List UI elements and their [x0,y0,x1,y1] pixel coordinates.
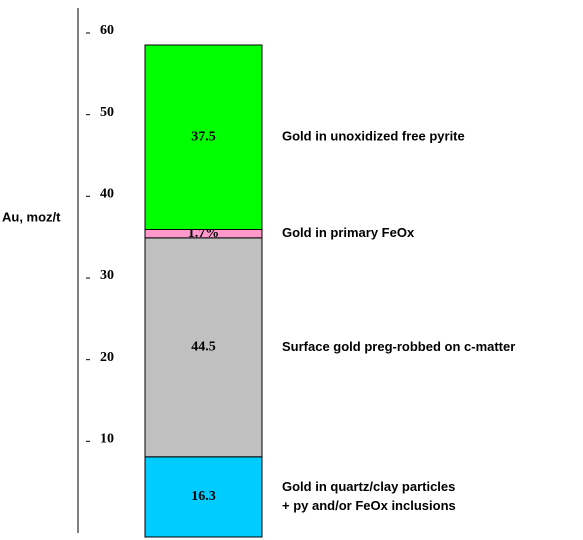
data-label: 16.3 [191,489,216,504]
legend-label: Gold in unoxidized free pyrite [282,129,465,144]
y-tick-label: 40 [100,187,114,202]
legend-label: Gold in quartz/clay particles [282,479,455,494]
data-label: 37.5 [191,129,216,144]
y-tick-label: 60 [100,23,114,38]
legend-label: + py and/or FeOx inclusions [282,498,456,513]
bar-segment [144,456,263,538]
legend-label: Surface gold preg-robbed on c-matter [282,339,515,354]
legend-label: Gold in primary FeOx [282,225,415,240]
bar-segment [144,44,263,230]
data-label: 44.5 [191,340,216,355]
y-axis-label: Au, moz/t [2,209,61,224]
y-tick-label: 50 [100,105,114,120]
y-tick-label: 20 [100,350,114,365]
y-tick-label: 10 [100,432,114,447]
bar-segment [144,237,263,458]
y-tick-label: 30 [100,268,114,283]
